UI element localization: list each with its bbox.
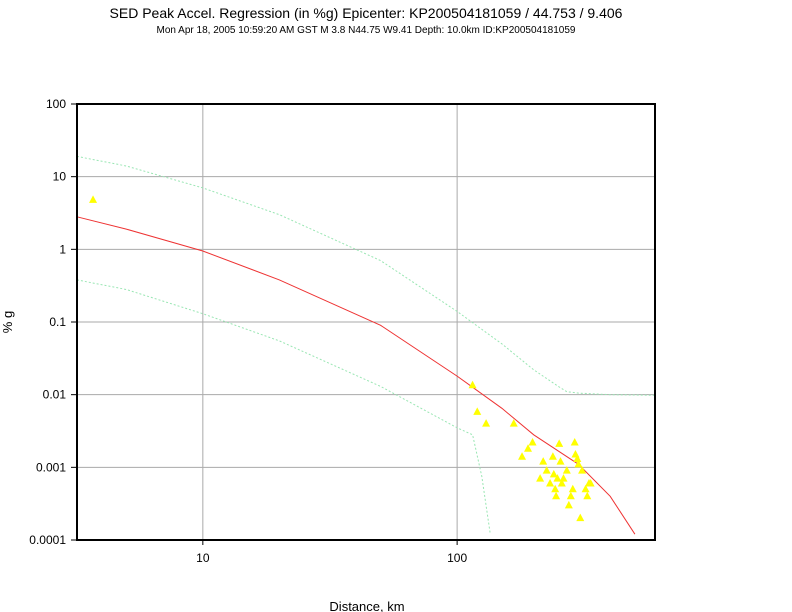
observation-marker: [89, 195, 98, 203]
y-tick-label: 10: [53, 170, 67, 184]
observation-marker: [539, 457, 548, 465]
observation-marker: [586, 478, 595, 487]
observation-marker: [556, 457, 565, 465]
observation-marker: [518, 452, 527, 460]
y-tick-label: 100: [46, 97, 66, 111]
observation-marker: [557, 478, 566, 487]
observation-marker: [542, 466, 551, 474]
observation-marker: [568, 484, 577, 493]
observation-marker: [555, 439, 564, 447]
observation-marker: [553, 474, 562, 482]
regression-curve: [76, 216, 636, 535]
axis-ticks: 10 100 0.0001 0.001 0.01 0.1 1 10 100: [29, 97, 467, 565]
observation-marker: [524, 444, 533, 452]
observation-marker: [576, 513, 585, 522]
observation-marker: [566, 491, 575, 500]
chart-subtitle: Mon Apr 18, 2005 10:59:20 AM GST M 3.8 N…: [156, 25, 576, 36]
observation-marker: [562, 466, 571, 474]
observation-marker: [564, 500, 573, 509]
y-tick-label: 0.0001: [29, 533, 66, 547]
x-tick-label: 100: [447, 551, 467, 565]
y-axis-label: % g: [0, 311, 15, 333]
y-tick-label: 0.001: [36, 460, 66, 474]
lower-bound-curve: [76, 279, 491, 535]
x-tick-label: 10: [196, 551, 210, 565]
upper-bound-curve: [76, 155, 656, 396]
x-axis-label: Distance, km: [329, 599, 404, 612]
grid: [77, 104, 655, 540]
observation-marker: [574, 459, 583, 468]
observation-marker: [578, 466, 587, 474]
observation-markers: [89, 195, 595, 522]
chart-title: SED Peak Accel. Regression (in %g) Epice…: [109, 5, 623, 21]
observation-marker: [570, 437, 579, 446]
observation-marker: [536, 474, 545, 482]
observation-marker: [573, 454, 582, 463]
observation-marker: [551, 484, 560, 493]
observation-marker: [549, 469, 558, 478]
observation-marker: [559, 474, 568, 482]
observation-marker: [583, 491, 592, 500]
observation-marker: [548, 452, 557, 460]
y-tick-label: 1: [59, 242, 66, 256]
y-tick-label: 0.1: [49, 315, 66, 329]
curves: [76, 155, 656, 535]
observation-marker: [482, 419, 491, 427]
observation-marker: [528, 437, 537, 446]
observation-marker: [468, 380, 477, 389]
observation-marker: [546, 478, 555, 487]
observation-marker: [581, 484, 590, 493]
observation-marker: [473, 407, 482, 415]
y-tick-label: 0.01: [43, 388, 67, 402]
observation-marker: [552, 491, 561, 500]
observation-marker: [509, 419, 518, 427]
